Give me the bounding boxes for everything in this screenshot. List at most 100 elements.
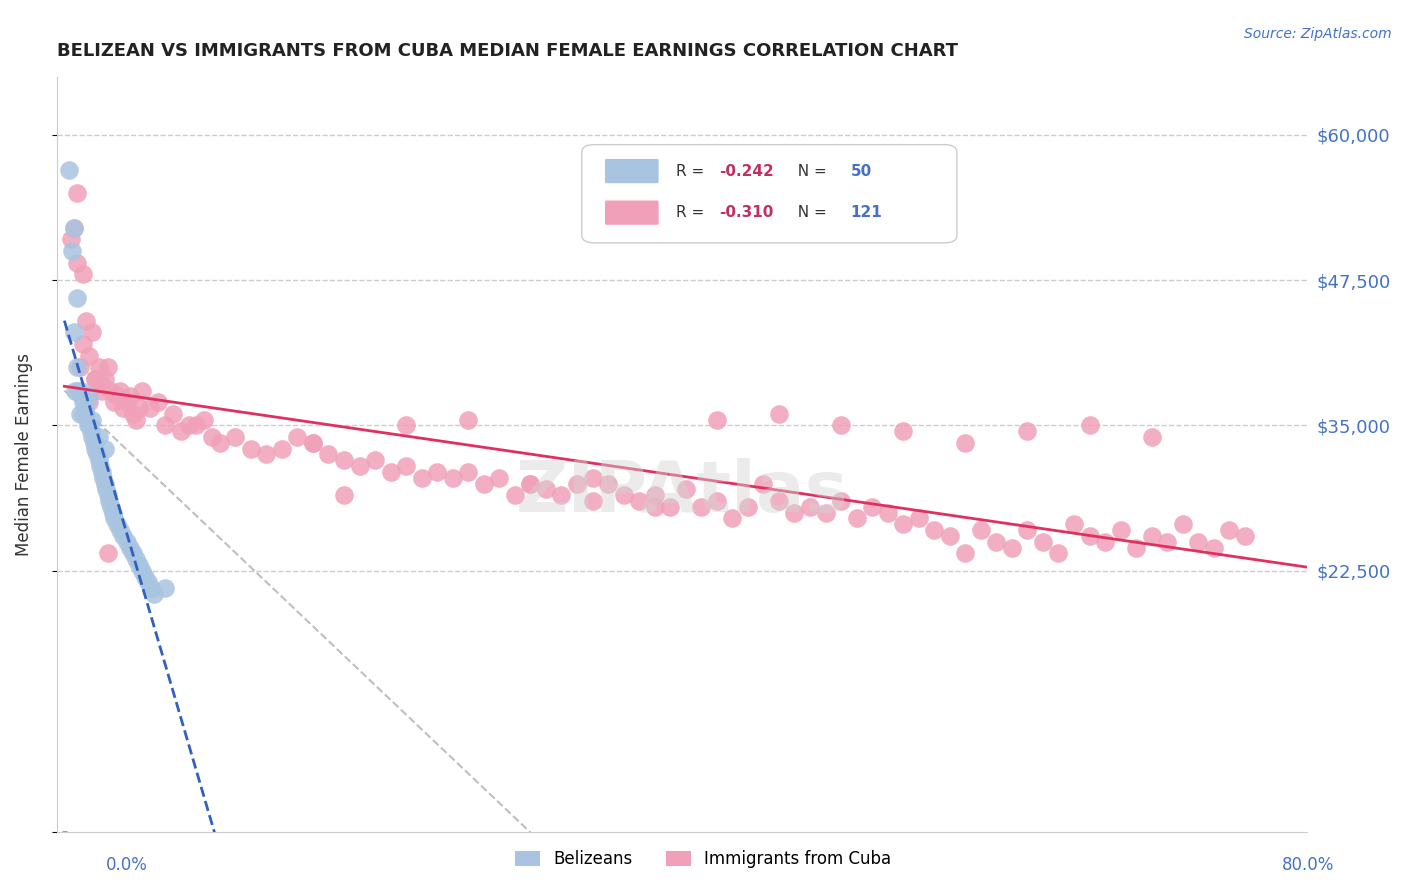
- Point: [302, 435, 325, 450]
- Point: [96, 483, 118, 497]
- Point: [141, 581, 163, 595]
- Point: [82, 412, 104, 426]
- Point: [752, 476, 775, 491]
- Point: [1156, 534, 1178, 549]
- Point: [118, 541, 141, 555]
- Point: [1187, 534, 1209, 549]
- Point: [75, 314, 97, 328]
- Point: [118, 389, 141, 403]
- Point: [395, 459, 418, 474]
- Point: [706, 494, 728, 508]
- Point: [105, 389, 128, 403]
- FancyBboxPatch shape: [582, 145, 957, 243]
- Text: R =: R =: [675, 205, 709, 220]
- Point: [80, 424, 103, 438]
- Point: [628, 494, 651, 508]
- Point: [814, 506, 837, 520]
- Point: [534, 483, 557, 497]
- Point: [131, 384, 153, 398]
- Point: [89, 459, 111, 474]
- Point: [82, 430, 104, 444]
- Text: N =: N =: [789, 163, 832, 178]
- Point: [155, 418, 177, 433]
- Point: [830, 494, 852, 508]
- Point: [170, 424, 193, 438]
- Point: [922, 523, 945, 537]
- Point: [876, 506, 898, 520]
- Point: [970, 523, 993, 537]
- FancyBboxPatch shape: [605, 200, 659, 226]
- Point: [721, 511, 744, 525]
- Text: R =: R =: [675, 163, 709, 178]
- Point: [239, 442, 262, 456]
- Point: [1032, 534, 1054, 549]
- Point: [101, 506, 124, 520]
- Text: 80.0%: 80.0%: [1281, 856, 1334, 874]
- Point: [76, 418, 98, 433]
- Point: [955, 435, 977, 450]
- Point: [737, 500, 759, 514]
- Point: [1140, 529, 1163, 543]
- Point: [121, 546, 143, 560]
- FancyBboxPatch shape: [605, 158, 659, 184]
- Point: [72, 395, 94, 409]
- Point: [87, 453, 110, 467]
- Point: [1109, 523, 1132, 537]
- Point: [1202, 541, 1225, 555]
- Point: [519, 476, 541, 491]
- Point: [644, 500, 666, 514]
- Point: [441, 471, 464, 485]
- Point: [565, 476, 588, 491]
- Point: [94, 372, 117, 386]
- Point: [177, 418, 200, 433]
- Point: [349, 459, 371, 474]
- Point: [112, 401, 135, 415]
- Point: [1078, 529, 1101, 543]
- Text: 121: 121: [851, 205, 883, 220]
- Point: [112, 529, 135, 543]
- Point: [162, 407, 184, 421]
- Point: [208, 435, 231, 450]
- Point: [1171, 517, 1194, 532]
- Point: [659, 500, 682, 514]
- Point: [65, 384, 87, 398]
- Point: [457, 412, 479, 426]
- Point: [155, 581, 177, 595]
- Point: [1233, 529, 1256, 543]
- Point: [675, 483, 697, 497]
- Point: [768, 494, 790, 508]
- Point: [254, 448, 277, 462]
- Point: [1017, 523, 1039, 537]
- Point: [97, 488, 120, 502]
- Y-axis label: Median Female Earnings: Median Female Earnings: [15, 353, 32, 556]
- Point: [1047, 546, 1070, 560]
- Point: [939, 529, 962, 543]
- Point: [193, 412, 215, 426]
- Point: [845, 511, 868, 525]
- Point: [395, 418, 418, 433]
- Point: [66, 291, 89, 305]
- Point: [105, 517, 128, 532]
- Point: [115, 395, 138, 409]
- Point: [1017, 424, 1039, 438]
- Point: [103, 511, 125, 525]
- Point: [84, 442, 107, 456]
- Point: [907, 511, 929, 525]
- Point: [287, 430, 309, 444]
- Point: [77, 389, 100, 403]
- Point: [581, 471, 603, 485]
- Point: [77, 418, 100, 433]
- Point: [768, 407, 790, 421]
- Legend: Belizeans, Immigrants from Cuba: Belizeans, Immigrants from Cuba: [508, 844, 898, 875]
- Point: [91, 471, 114, 485]
- Point: [644, 488, 666, 502]
- Point: [97, 360, 120, 375]
- Point: [72, 407, 94, 421]
- Point: [115, 534, 138, 549]
- Point: [1140, 430, 1163, 444]
- Point: [60, 244, 83, 258]
- Point: [1125, 541, 1147, 555]
- Point: [90, 377, 112, 392]
- Point: [110, 523, 132, 537]
- Point: [128, 401, 150, 415]
